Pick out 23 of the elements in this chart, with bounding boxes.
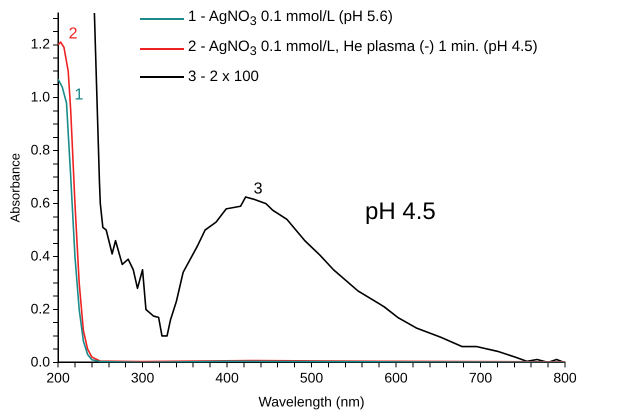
x-tick-label: 300 [130,370,154,386]
x-tick-label: 700 [468,370,492,386]
annotation: pH 4.5 [365,198,436,226]
x-tick-label: 500 [300,370,324,386]
x-axis-title: Wavelength (nm) [258,393,365,410]
x-tick-label: 400 [215,370,239,386]
y-tick-label: 0.0 [30,353,50,370]
legend-label: 1 - AgNO$_{3}$ 0.1 mmol/L (pH 5.6) [188,7,393,30]
legend-label: 3 - 2 x 100 [188,67,259,87]
y-tick-label: 1.2 [30,36,50,52]
annotation: 3 [254,180,263,198]
y-tick-label: 0.8 [30,142,50,158]
annotation: 2 [68,26,78,43]
y-axis-title: Absorbance [7,153,22,222]
x-tick-label: 600 [384,370,408,386]
y-tick-label: 0.6 [30,194,50,210]
x-tick-label: 200 [46,370,70,386]
legend-label: 2 - AgNO$_{3}$ 0.1 mmol/L, He plasma (-) 1 min. (pH 4.5) [188,37,538,60]
x-tick-label: 800 [553,370,577,386]
y-tick-label: 1.0 [30,88,50,105]
y-tick-label: 0.2 [30,300,50,316]
y-tick-label: 0.4 [30,247,50,264]
annotation: 1 [74,86,84,104]
